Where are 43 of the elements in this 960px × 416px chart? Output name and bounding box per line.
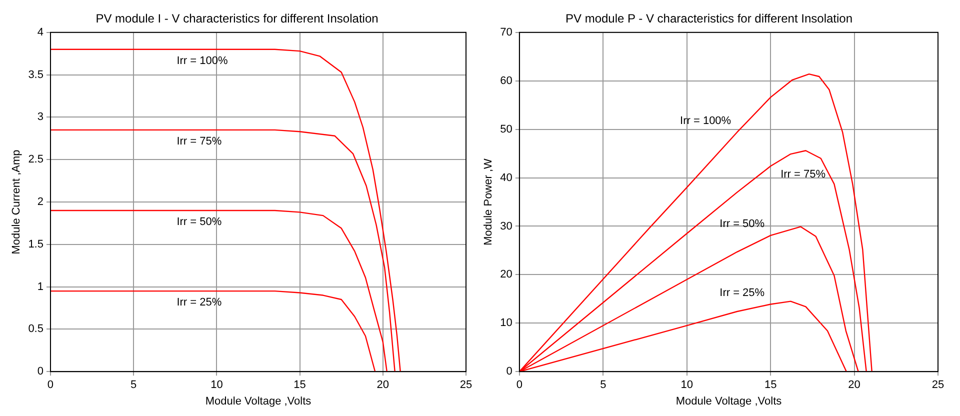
x-tick-label: 10 [210, 379, 223, 392]
x-tick-label: 0 [516, 379, 522, 392]
y-tick-label: 0 [506, 366, 512, 378]
x-axis-title: Module Voltage ,Volts [676, 395, 782, 408]
y-tick-label: 40 [500, 172, 512, 184]
y-axis-title: Module Power ,W [482, 158, 495, 246]
x-tick-label: 5 [600, 379, 606, 392]
x-tick-label: 10 [680, 379, 693, 392]
y-axis-title: Module Current ,Amp [10, 150, 23, 254]
y-tick-label: 20 [500, 268, 512, 281]
chart-title: PV module I - V characteristics for different Insolation [96, 12, 378, 26]
series-label: Irr = 50% [176, 216, 222, 228]
y-tick-label: 0 [37, 366, 44, 378]
y-tick-label: 4 [37, 26, 44, 38]
x-tick-label: 5 [130, 379, 137, 392]
y-tick-label: 50 [500, 123, 512, 136]
x-tick-label: 15 [764, 379, 777, 392]
y-tick-label: 70 [500, 26, 512, 38]
y-tick-label: 3 [37, 111, 44, 124]
x-tick-label: 20 [376, 379, 390, 392]
series-label: Irr = 25% [176, 296, 222, 309]
series-label: Irr = 75% [780, 168, 826, 181]
series-label: Irr = 100% [176, 54, 228, 67]
series-label: Irr = 100% [680, 114, 732, 127]
x-tick-label: 15 [294, 379, 306, 392]
x-axis-title: Module Voltage ,Volts [205, 395, 312, 408]
y-tick-label: 1 [37, 280, 44, 293]
series-label: Irr = 75% [176, 135, 222, 148]
x-tick-label: 20 [848, 379, 860, 392]
x-tick-label: 0 [47, 379, 54, 392]
y-tick-label: 60 [500, 74, 512, 87]
series-label: Irr = 25% [720, 286, 765, 299]
y-tick-label: 1.5 [28, 238, 44, 250]
chart-title: PV module P - V characteristics for different Insolation [565, 12, 853, 26]
y-tick-label: 0.5 [28, 323, 44, 336]
x-tick-label: 25 [460, 379, 472, 392]
y-tick-label: 2 [37, 196, 44, 208]
series-label: Irr = 50% [720, 218, 765, 230]
y-tick-label: 30 [500, 220, 512, 232]
y-tick-label: 2.5 [28, 154, 44, 166]
y-tick-label: 10 [500, 317, 512, 330]
x-tick-label: 25 [932, 379, 944, 392]
y-tick-label: 3.5 [28, 68, 44, 81]
